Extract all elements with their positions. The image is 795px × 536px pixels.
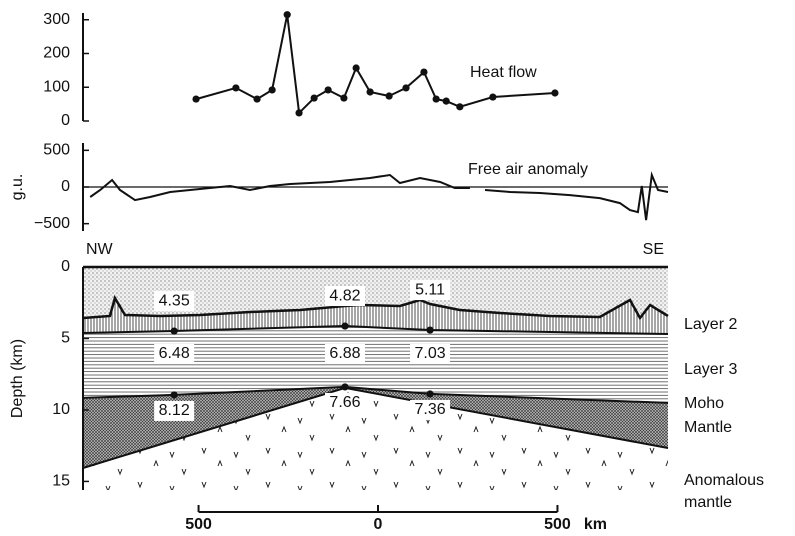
data-point: [268, 86, 276, 94]
y-tick-label: 300: [43, 11, 70, 28]
station: [341, 383, 349, 391]
seafloor-line: [82, 294, 669, 321]
y-tick-label: −500: [34, 215, 70, 232]
y-tick-label: 0: [61, 112, 70, 129]
station: [170, 327, 178, 335]
data-point: [456, 103, 464, 111]
y-tick-label: 5: [61, 330, 70, 347]
data-point: [402, 84, 410, 92]
data-point: [442, 97, 450, 105]
side-label: SE: [643, 241, 664, 258]
y-axis-label: Depth (km): [9, 339, 26, 418]
x-tick-label: 500: [544, 516, 571, 533]
data-point: [253, 95, 261, 103]
layer-label: Mantle: [684, 419, 732, 436]
data-point: [352, 64, 360, 72]
velocity-label: 4.82: [329, 287, 360, 304]
layer-3: [83, 326, 668, 403]
data-point: [432, 95, 440, 103]
station: [170, 391, 178, 399]
x-axis-label: km: [584, 516, 607, 533]
y-tick-label: 500: [43, 142, 70, 159]
label-box: [410, 280, 451, 301]
data-point: [489, 93, 497, 101]
data-point: [324, 86, 332, 94]
station: [426, 390, 434, 398]
data-point: [420, 68, 428, 76]
label-box: [324, 344, 365, 364]
data-line: [89, 171, 669, 221]
velocity-label: 6.88: [329, 345, 360, 362]
data-point: [232, 84, 240, 92]
label-box: [154, 291, 195, 312]
data-point: [192, 95, 200, 103]
y-tick-label: 0: [61, 258, 70, 275]
station: [341, 322, 349, 330]
annotation: Free air anomaly: [468, 161, 588, 178]
station: [426, 326, 434, 334]
label-box: [154, 400, 195, 421]
y-tick-label: 10: [52, 401, 70, 418]
data-point: [366, 88, 374, 96]
data-point: [283, 11, 291, 19]
data-point: [295, 109, 303, 117]
layer-2: [83, 298, 668, 334]
data-point: [551, 89, 559, 97]
y-tick-label: 15: [52, 473, 70, 490]
layer-label: Anomalous: [684, 472, 764, 489]
layer-label: Layer 2: [684, 316, 737, 333]
velocity-label: 6.48: [159, 345, 190, 362]
velocity-label: 5.11: [415, 281, 445, 298]
data-point: [310, 94, 318, 102]
annotation: Heat flow: [470, 64, 537, 81]
label-box: [324, 392, 365, 413]
y-tick-label: 100: [43, 78, 70, 95]
water-layer: [83, 267, 668, 318]
layer-label: mantle: [684, 494, 732, 511]
anomalous-mantle: [83, 387, 668, 490]
layer-label: Layer 3: [684, 361, 737, 378]
x-tick-label: 500: [185, 516, 212, 533]
y-tick-label: 0: [61, 178, 70, 195]
velocity-label: 7.36: [414, 401, 445, 418]
mantle: [83, 386, 668, 468]
label-box: [324, 286, 365, 307]
layer-label: Moho: [684, 395, 724, 412]
y-tick-label: 200: [43, 45, 70, 62]
velocity-label: 7.03: [414, 345, 445, 362]
data-point: [385, 92, 393, 100]
label-box: [410, 344, 451, 364]
velocity-label: 7.66: [329, 394, 360, 411]
label-box: [410, 399, 451, 420]
side-label: NW: [86, 241, 114, 258]
velocity-label: 8.12: [159, 402, 190, 419]
x-tick-label: 0: [374, 516, 383, 533]
velocity-label: 4.35: [159, 292, 190, 309]
data-point: [340, 94, 348, 102]
label-box: [154, 344, 195, 364]
y-axis-label: g.u.: [9, 174, 26, 201]
